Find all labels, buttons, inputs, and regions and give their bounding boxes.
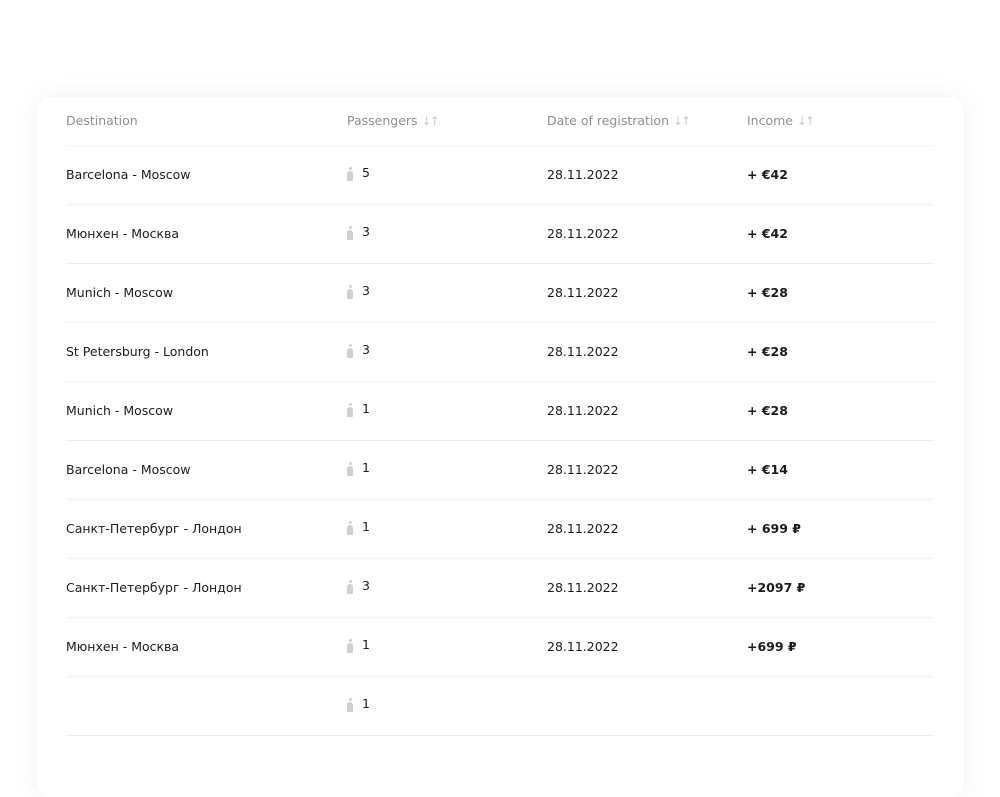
sort-icon[interactable]: ↓↑ [673, 113, 691, 128]
passenger-count: 1 [362, 460, 370, 475]
column-label: Passengers [347, 113, 418, 128]
registration-date: 28.11.2022 [547, 167, 619, 182]
column-destination: Destination [66, 113, 138, 128]
income: + €42 [747, 226, 788, 241]
person-icon [347, 639, 353, 653]
person-icon [347, 698, 353, 712]
registration-date: 28.11.2022 [547, 226, 619, 241]
passenger-count: 1 [362, 637, 370, 652]
income: + €28 [747, 403, 788, 418]
table-row[interactable]: St Petersburg - London 3 28.11.2022 + €2… [66, 323, 934, 382]
registration-date: 28.11.2022 [547, 462, 619, 477]
person-icon [347, 285, 353, 299]
column-label: Income [747, 113, 793, 128]
table-row[interactable]: Barcelona - Moscow 5 28.11.2022 + €42 [66, 146, 934, 205]
person-icon [347, 344, 353, 358]
income: + €42 [747, 167, 788, 182]
passenger-count: 3 [362, 578, 370, 593]
column-date[interactable]: Date of registration ↓↑ [547, 113, 691, 128]
destination: Санкт-Петербург - Лондон [66, 521, 242, 536]
sort-icon[interactable]: ↓↑ [421, 113, 440, 128]
registration-date: 28.11.2022 [547, 580, 619, 595]
destination: Санкт-Петербург - Лондон [66, 580, 242, 595]
column-label: Date of registration [547, 113, 669, 128]
registration-date: 28.11.2022 [547, 285, 619, 300]
destination: Мюнхен - Москва [66, 639, 180, 654]
income: +699 ₽ [747, 639, 797, 654]
person-icon [347, 226, 353, 240]
destination: Мюнхен - Москва [66, 226, 180, 241]
passengers: 1 [347, 401, 370, 417]
table-header: Destination Passengers ↓↑ Date of registr… [66, 97, 934, 146]
income: + €28 [747, 285, 788, 300]
destination: Munich - Moscow [66, 285, 174, 300]
passenger-count: 1 [362, 519, 370, 534]
destination: Barcelona - Moscow [66, 462, 191, 477]
passenger-count: 3 [362, 283, 370, 298]
passengers: 3 [347, 578, 370, 594]
income: + 699 ₽ [747, 521, 801, 536]
table-row[interactable]: Мюнхен - Москва 3 28.11.2022 + €42 [66, 205, 934, 264]
bookings-table: Destination Passengers ↓↑ Date of registr… [37, 97, 964, 797]
column-passengers[interactable]: Passengers ↓↑ [347, 113, 440, 128]
passenger-count: 3 [362, 224, 370, 239]
column-income[interactable]: Income ↓↑ [747, 113, 815, 128]
passenger-count: 1 [362, 401, 370, 416]
registration-date: 28.11.2022 [547, 344, 619, 359]
table-row[interactable]: Munich - Moscow 3 28.11.2022 + €28 [66, 264, 934, 323]
person-icon [347, 462, 353, 476]
income: +2097 ₽ [747, 580, 806, 595]
passengers: 1 [347, 696, 370, 712]
person-icon [347, 167, 353, 181]
table-row[interactable]: Мюнхен - Москва 1 28.11.2022 +699 ₽ [66, 618, 934, 677]
passengers: 3 [347, 224, 370, 240]
income: + €14 [747, 462, 788, 477]
income: + €28 [747, 344, 788, 359]
table-row[interactable]: Munich - Moscow 1 28.11.2022 + €28 [66, 382, 934, 441]
column-label: Destination [66, 113, 138, 128]
passenger-count: 3 [362, 342, 370, 357]
table-row[interactable]: Санкт-Петербург - Лондон 1 28.11.2022 + … [66, 500, 934, 559]
passengers: 1 [347, 460, 370, 476]
passenger-count: 1 [362, 696, 370, 711]
passengers: 1 [347, 637, 370, 653]
table-row[interactable]: 1 [66, 677, 934, 736]
destination: Munich - Moscow [66, 403, 174, 418]
person-icon [347, 403, 353, 417]
registration-date: 28.11.2022 [547, 403, 619, 418]
destination: Barcelona - Moscow [66, 167, 191, 182]
sort-icon[interactable]: ↓↑ [797, 113, 815, 128]
passengers: 5 [347, 165, 370, 181]
registration-date: 28.11.2022 [547, 521, 619, 536]
table-row[interactable]: Санкт-Петербург - Лондон 3 28.11.2022 +2… [66, 559, 934, 618]
passengers: 3 [347, 283, 370, 299]
destination: St Petersburg - London [66, 344, 209, 359]
person-icon [347, 521, 353, 535]
person-icon [347, 580, 353, 594]
passenger-count: 5 [362, 165, 370, 180]
table-row[interactable]: Barcelona - Moscow 1 28.11.2022 + €14 [66, 441, 934, 500]
passengers: 1 [347, 519, 370, 535]
passengers: 3 [347, 342, 370, 358]
registration-date: 28.11.2022 [547, 639, 619, 654]
